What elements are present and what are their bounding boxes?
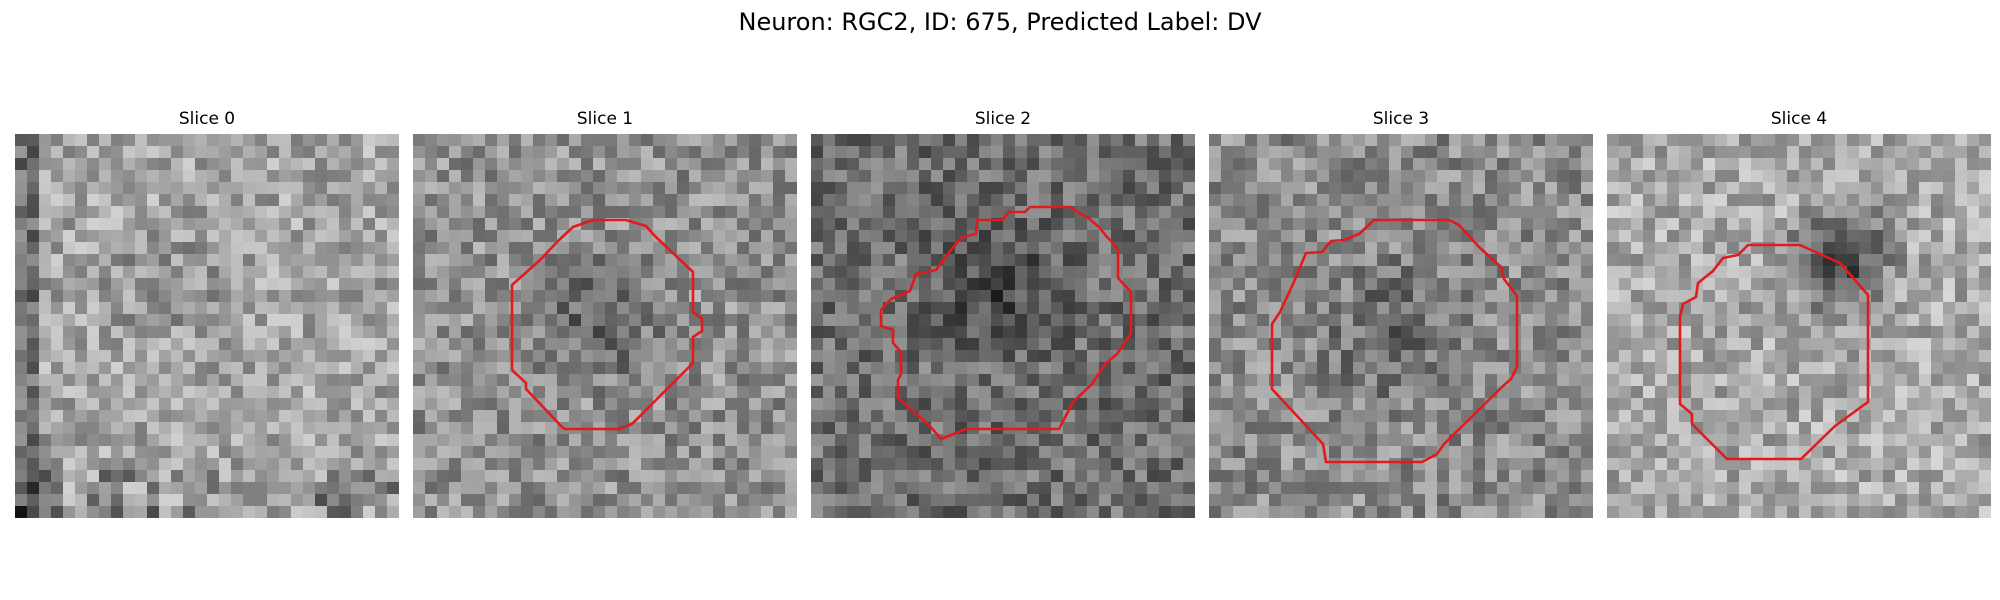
- contour-outline: [1270, 218, 1519, 464]
- slice-image-4: [1607, 134, 1991, 518]
- contour-outline: [510, 218, 704, 431]
- slice-2-pixels: [811, 134, 1195, 518]
- slice-image-1: [413, 134, 797, 518]
- slice-panel-4: Slice 4: [1607, 108, 1991, 518]
- figure-title: Neuron: RGC2, ID: 675, Predicted Label: …: [738, 8, 1262, 36]
- slice-panel-0: Slice 0: [15, 108, 399, 518]
- cell-contour-4: [1678, 243, 1870, 461]
- slice-title-0: Slice 0: [178, 109, 236, 129]
- slice-0-pixels: [15, 134, 399, 518]
- slice-4-pixels: [1607, 134, 1991, 518]
- slice-panel-3: Slice 3: [1209, 108, 1593, 518]
- slice-title-1: Slice 1: [576, 109, 634, 129]
- slice-title-2: Slice 2: [974, 109, 1032, 129]
- cell-contour-3: [1270, 218, 1519, 464]
- contour-outline: [879, 205, 1133, 441]
- slice-3-pixels: [1209, 134, 1593, 518]
- slice-title-4: Slice 4: [1770, 109, 1828, 129]
- slice-panel-1: Slice 1: [413, 108, 797, 518]
- cell-contour-1: [510, 218, 704, 431]
- slice-1-pixels: [413, 134, 797, 518]
- slice-image-3: [1209, 134, 1593, 518]
- slice-image-0: [15, 134, 399, 518]
- cell-contour-2: [879, 205, 1133, 441]
- slice-image-2: [811, 134, 1195, 518]
- slice-panel-2: Slice 2: [811, 108, 1195, 518]
- contour-outline: [1678, 243, 1870, 461]
- slice-title-3: Slice 3: [1372, 109, 1430, 129]
